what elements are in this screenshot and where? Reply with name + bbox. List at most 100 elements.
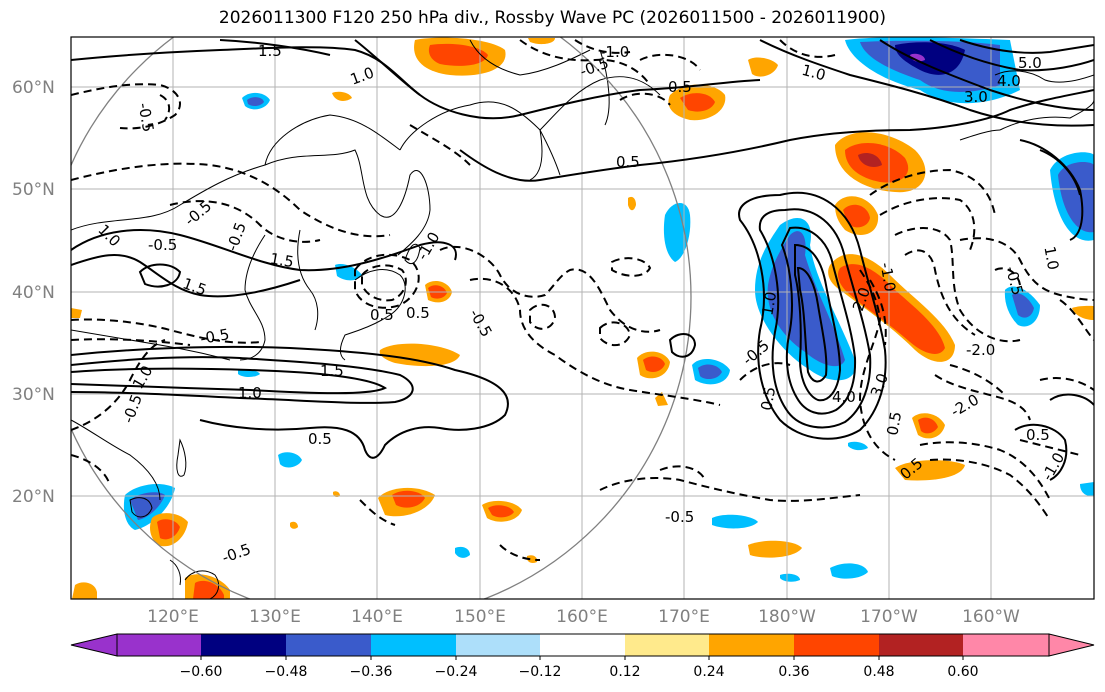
coastline xyxy=(297,229,319,331)
contour-line xyxy=(780,226,857,415)
lat-label: 20°N xyxy=(12,487,55,507)
plot-frame xyxy=(70,36,1095,600)
positive-shade xyxy=(680,93,715,112)
positive-shade xyxy=(643,356,665,372)
coastline xyxy=(239,234,266,361)
positive-shade xyxy=(748,57,778,77)
positive-shade xyxy=(895,460,965,481)
colorbar-segment xyxy=(117,634,201,656)
contour-line xyxy=(894,227,1021,343)
contour-line xyxy=(1039,377,1094,391)
colorbar-min-extend xyxy=(70,633,118,657)
colorbar-segment xyxy=(709,634,794,656)
contour-line xyxy=(611,257,652,277)
colorbar-segment xyxy=(540,634,625,656)
contour-label: 1.0 xyxy=(238,384,262,402)
contour-label: 4.0 xyxy=(832,388,856,406)
coastline xyxy=(399,101,543,181)
lon-label: 180°W xyxy=(758,607,816,627)
contour-line xyxy=(869,168,996,216)
contour-line xyxy=(519,39,651,86)
contour-line xyxy=(959,237,1094,301)
coastline xyxy=(959,129,1001,141)
positive-shade xyxy=(72,582,97,599)
negative-shade xyxy=(698,364,722,380)
negative-shade xyxy=(278,452,302,468)
contour-line xyxy=(619,92,671,106)
colorbar-tick: −0.48 xyxy=(265,664,308,680)
coastline xyxy=(71,149,431,256)
contour-label: 1.0 xyxy=(1040,245,1062,272)
colorbar-tick: −0.36 xyxy=(350,664,393,680)
contour-label: 0.5 xyxy=(883,410,905,437)
contour-label: -2.0 xyxy=(966,341,995,359)
contour-line xyxy=(71,454,111,486)
contour-label: 5.0 xyxy=(1018,54,1042,72)
contour-label: -0.5 xyxy=(665,508,694,526)
contour-line xyxy=(1039,149,1081,196)
contour-line xyxy=(354,39,421,96)
contour-line xyxy=(659,465,706,481)
contour-line xyxy=(71,339,166,431)
coastline xyxy=(340,269,406,361)
lat-axis: 60°N 50°N 40°N 30°N 20°N xyxy=(12,78,55,507)
colorbar-segment xyxy=(371,634,456,656)
negative-shade xyxy=(247,97,264,107)
contour-line xyxy=(219,39,331,56)
contour-label: -0.5 xyxy=(148,236,177,254)
contour-label: 0.5 xyxy=(616,153,640,171)
contour-label: 0.5 xyxy=(370,306,394,324)
contour-line xyxy=(71,367,388,395)
contour-label: -1.0 xyxy=(876,261,899,293)
contour-line xyxy=(71,162,391,238)
positive-shade xyxy=(1072,305,1094,320)
positive-shade xyxy=(748,540,802,558)
coastline xyxy=(129,497,153,518)
lon-axis: 120°E 130°E 140°E 150°E 160°E 170°E 180°… xyxy=(147,607,1020,627)
positive-shade xyxy=(488,505,514,518)
colorbar: −0.60 −0.48 −0.36 −0.24 −0.12 0.12 0.24 … xyxy=(70,633,1095,680)
reference-circle xyxy=(71,37,692,599)
colorbar-segment xyxy=(201,634,286,656)
colorbar-segment xyxy=(625,634,709,656)
positive-shade xyxy=(428,43,488,66)
contour-line xyxy=(959,39,1094,54)
lat-label: 60°N xyxy=(12,78,55,98)
coastline xyxy=(184,570,220,599)
contour-line xyxy=(796,266,828,383)
lat-label: 40°N xyxy=(12,283,55,303)
lat-label: 50°N xyxy=(12,180,55,200)
positive-shade xyxy=(290,521,298,529)
contour-label: 1.5 xyxy=(269,249,296,271)
contour-line xyxy=(739,362,791,381)
positive-shade xyxy=(193,580,224,599)
contour-line xyxy=(529,303,557,330)
positive-shade xyxy=(392,490,425,508)
contour-line xyxy=(459,89,1094,182)
negative-contours xyxy=(71,39,1094,561)
lon-label: 160°W xyxy=(962,607,1020,627)
positive-shade xyxy=(528,38,555,45)
contour-line xyxy=(1049,393,1094,406)
contour-line xyxy=(71,318,261,344)
contour-label: 1.5 xyxy=(320,362,344,380)
colorbar-tick: 0.48 xyxy=(863,664,894,680)
coastlines xyxy=(71,39,1094,599)
colorbar-tick: 0.24 xyxy=(693,664,724,680)
contour-line xyxy=(138,263,182,288)
colorbar-segment xyxy=(286,634,371,656)
contour-line xyxy=(758,208,872,429)
coastline xyxy=(264,114,401,166)
contour-line xyxy=(779,39,836,58)
contour-line xyxy=(1014,423,1068,481)
negative-shade xyxy=(130,492,165,520)
contour-line xyxy=(1019,439,1081,456)
positive-shade xyxy=(628,196,636,211)
contour-line xyxy=(409,124,471,166)
contour-label: 0.5 xyxy=(308,430,332,448)
contour-label: -0.5 xyxy=(199,325,231,348)
contour-line xyxy=(574,39,631,54)
contour-label: 0.5 xyxy=(406,304,430,322)
contour-label: 1.0 xyxy=(758,290,780,317)
contour-line xyxy=(599,321,632,347)
